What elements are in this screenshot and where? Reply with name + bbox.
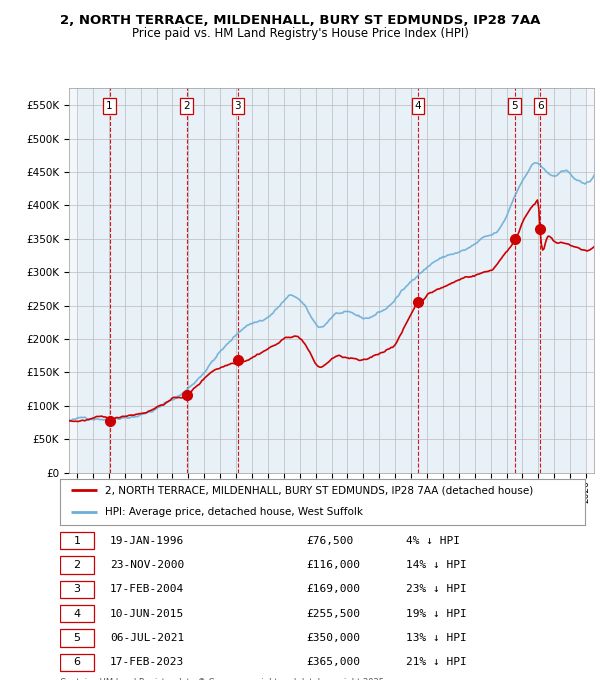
Text: 19% ↓ HPI: 19% ↓ HPI bbox=[407, 609, 467, 619]
Text: 2, NORTH TERRACE, MILDENHALL, BURY ST EDMUNDS, IP28 7AA: 2, NORTH TERRACE, MILDENHALL, BURY ST ED… bbox=[60, 14, 540, 27]
Bar bbox=[586, 88, 594, 473]
Text: 5: 5 bbox=[511, 101, 518, 111]
Text: 1: 1 bbox=[106, 101, 113, 111]
Text: 21% ↓ HPI: 21% ↓ HPI bbox=[407, 658, 467, 667]
Text: 4% ↓ HPI: 4% ↓ HPI bbox=[407, 536, 461, 545]
Text: 19-JAN-1996: 19-JAN-1996 bbox=[110, 536, 184, 545]
Text: £76,500: £76,500 bbox=[307, 536, 354, 545]
Text: Price paid vs. HM Land Registry's House Price Index (HPI): Price paid vs. HM Land Registry's House … bbox=[131, 27, 469, 40]
FancyBboxPatch shape bbox=[60, 532, 94, 549]
Text: 6: 6 bbox=[74, 658, 80, 667]
Text: 3: 3 bbox=[235, 101, 241, 111]
Bar bbox=[69, 88, 77, 473]
Text: HPI: Average price, detached house, West Suffolk: HPI: Average price, detached house, West… bbox=[104, 507, 362, 517]
Text: 2: 2 bbox=[184, 101, 190, 111]
Text: 4: 4 bbox=[74, 609, 80, 619]
Text: £255,500: £255,500 bbox=[307, 609, 361, 619]
Text: 5: 5 bbox=[74, 633, 80, 643]
FancyBboxPatch shape bbox=[60, 581, 94, 598]
FancyBboxPatch shape bbox=[60, 556, 94, 573]
Text: 14% ↓ HPI: 14% ↓ HPI bbox=[407, 560, 467, 570]
Text: 06-JUL-2021: 06-JUL-2021 bbox=[110, 633, 184, 643]
Text: 17-FEB-2004: 17-FEB-2004 bbox=[110, 584, 184, 594]
Text: 23% ↓ HPI: 23% ↓ HPI bbox=[407, 584, 467, 594]
Text: 4: 4 bbox=[415, 101, 421, 111]
FancyBboxPatch shape bbox=[60, 653, 94, 671]
FancyBboxPatch shape bbox=[60, 605, 94, 622]
Text: 6: 6 bbox=[537, 101, 544, 111]
Text: Contains HM Land Registry data © Crown copyright and database right 2025.
This d: Contains HM Land Registry data © Crown c… bbox=[60, 678, 386, 680]
Text: 17-FEB-2023: 17-FEB-2023 bbox=[110, 658, 184, 667]
Text: 1: 1 bbox=[74, 536, 80, 545]
Text: £365,000: £365,000 bbox=[307, 658, 361, 667]
Text: 10-JUN-2015: 10-JUN-2015 bbox=[110, 609, 184, 619]
Text: £169,000: £169,000 bbox=[307, 584, 361, 594]
FancyBboxPatch shape bbox=[60, 630, 94, 647]
Text: £350,000: £350,000 bbox=[307, 633, 361, 643]
Text: 2: 2 bbox=[74, 560, 80, 570]
Text: £116,000: £116,000 bbox=[307, 560, 361, 570]
Text: 23-NOV-2000: 23-NOV-2000 bbox=[110, 560, 184, 570]
Text: 13% ↓ HPI: 13% ↓ HPI bbox=[407, 633, 467, 643]
Text: 2, NORTH TERRACE, MILDENHALL, BURY ST EDMUNDS, IP28 7AA (detached house): 2, NORTH TERRACE, MILDENHALL, BURY ST ED… bbox=[104, 486, 533, 495]
Text: 3: 3 bbox=[74, 584, 80, 594]
